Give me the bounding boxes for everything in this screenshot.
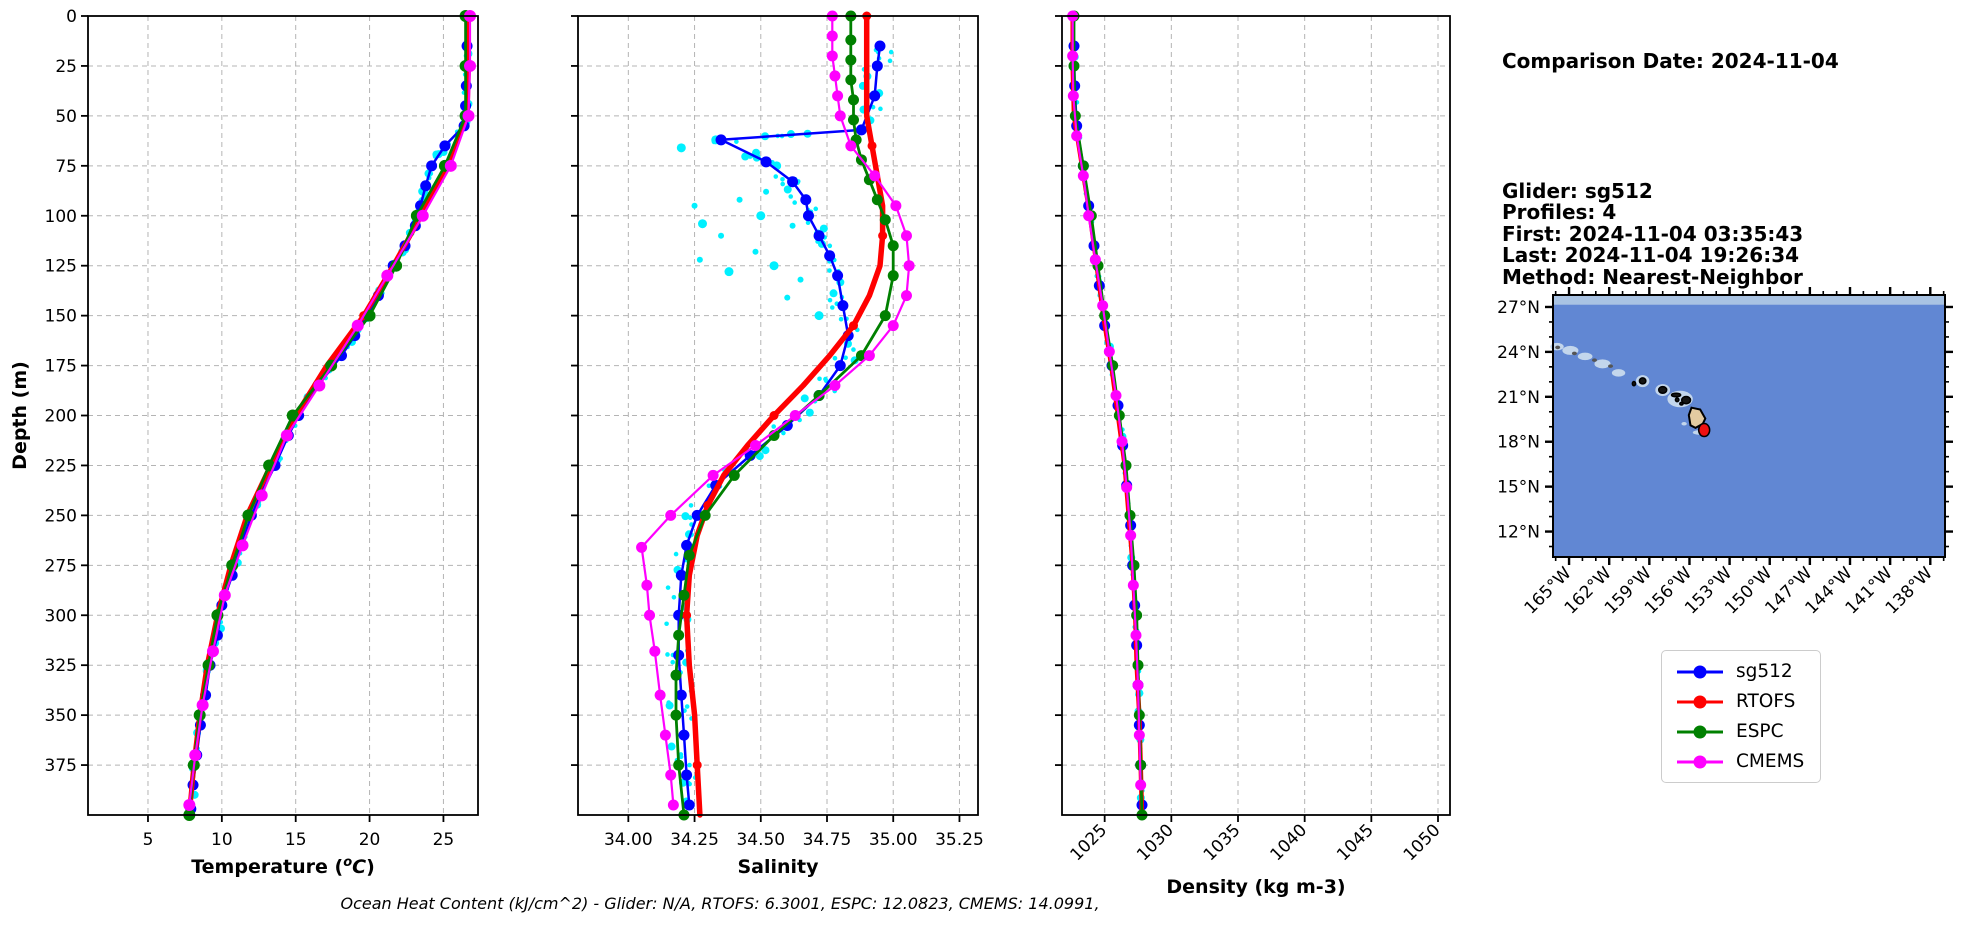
svg-text:18°N: 18°N (1497, 433, 1540, 453)
series-CMEMS (1067, 10, 1147, 791)
temperature-axis-title: Temperature (oC) (191, 855, 375, 878)
svg-text:200: 200 (45, 407, 77, 427)
svg-text:100: 100 (45, 207, 77, 227)
svg-text:27°N: 27°N (1497, 298, 1540, 318)
density-plot: 1025 1030 1035 1040 1045 1050 Density (kg m-3) (1055, 10, 1451, 898)
legend-line-marker-icon (1677, 665, 1723, 678)
depth-axis-title: Depth (m) (9, 361, 31, 470)
svg-text:0: 0 (66, 7, 77, 27)
svg-text:225: 225 (45, 456, 77, 476)
density-axis-title: Density (kg m-3) (1166, 876, 1345, 898)
legend-item-CMEMS: CMEMS (1674, 751, 1804, 772)
svg-text:75: 75 (55, 157, 77, 177)
info-line: Method: Nearest-Neighbor (1502, 264, 1803, 289)
svg-text:20: 20 (359, 830, 381, 850)
legend: sg512 RTOFS ESPC CMEMS (1661, 650, 1822, 783)
svg-text:375: 375 (45, 756, 77, 776)
location-map: 27°N24°N21°N18°N15°N12°N165°W162°W159°W1… (1497, 287, 1953, 618)
svg-text:34.75: 34.75 (803, 830, 852, 850)
legend-label: sg512 (1736, 661, 1793, 682)
svg-text:34.50: 34.50 (736, 830, 785, 850)
island (1674, 397, 1680, 403)
legend-line-marker-icon (1677, 755, 1723, 768)
svg-text:125: 125 (45, 257, 77, 277)
svg-text:1025: 1025 (1066, 820, 1111, 865)
salinity-axis-title: Salinity (737, 856, 819, 878)
svg-text:1035: 1035 (1200, 820, 1245, 865)
legend-line-marker-icon (1677, 725, 1723, 738)
series-CMEMS (636, 10, 915, 811)
legend-item-sg512: sg512 (1674, 661, 1804, 682)
island (1631, 380, 1637, 387)
series-RTOFS (184, 11, 474, 820)
temperature-plot: 5 10 15 20 250255075100125150175200225250275… (9, 7, 479, 878)
svg-text:300: 300 (45, 606, 77, 626)
svg-text:24°N: 24°N (1497, 343, 1540, 363)
svg-text:12°N: 12°N (1497, 523, 1540, 543)
info-line: Profiles: 4 (1502, 200, 1617, 224)
svg-text:1030: 1030 (1133, 820, 1178, 865)
info-gap (1502, 116, 1839, 138)
glider-location-marker (1697, 422, 1711, 438)
svg-text:35.25: 35.25 (935, 830, 984, 850)
series-CMEMS (183, 10, 477, 812)
svg-text:34.00: 34.00 (604, 830, 653, 850)
svg-text:1045: 1045 (1333, 820, 1378, 865)
svg-text:5: 5 (143, 830, 154, 850)
svg-text:21°N: 21°N (1497, 388, 1540, 408)
svg-text:25: 25 (433, 830, 455, 850)
legend-label: ESPC (1736, 721, 1784, 742)
info-line: Glider: sg512 (1502, 178, 1653, 203)
svg-text:1040: 1040 (1266, 820, 1311, 865)
series-ESPC (670, 10, 899, 821)
svg-text:15°N: 15°N (1497, 478, 1540, 498)
svg-text:325: 325 (45, 656, 77, 676)
svg-text:150: 150 (45, 307, 77, 327)
salinity-plot: 34.00 34.25 34.50 34.75 35.00 35.25 Salinity (571, 10, 984, 878)
info-lines: Glider: sg512 Profiles: 4 First: 2024-11-0… (1502, 178, 1839, 289)
legend-line-marker-icon (1677, 695, 1723, 708)
legend-item-RTOFS: RTOFS (1674, 691, 1804, 712)
legend-label: CMEMS (1736, 751, 1805, 772)
info-line: Last: 2024-11-04 19:26:34 (1502, 243, 1800, 267)
svg-text:25: 25 (55, 57, 77, 77)
svg-text:275: 275 (45, 556, 77, 576)
island (1679, 401, 1684, 406)
info-panel: Comparison Date: 2024-11-04 Glider: sg51… (1502, 8, 1839, 331)
map-north-band (1553, 295, 1945, 305)
svg-text:10: 10 (211, 830, 233, 850)
ocean-heat-content-note: Ocean Heat Content (kJ/cm^2) - Glider: N… (340, 894, 1100, 913)
info-line: First: 2024-11-04 03:35:43 (1502, 221, 1804, 246)
svg-text:250: 250 (45, 506, 77, 526)
island (1680, 395, 1692, 405)
svg-text:175: 175 (45, 357, 77, 377)
svg-text:350: 350 (45, 706, 77, 726)
legend-label: RTOFS (1736, 691, 1796, 712)
island (1638, 377, 1647, 385)
svg-text:35.00: 35.00 (869, 830, 918, 850)
series-sg512 (673, 40, 886, 811)
svg-text:34.25: 34.25 (670, 830, 719, 850)
svg-text:1050: 1050 (1400, 820, 1445, 865)
series-sg512 (185, 40, 473, 815)
svg-text:15: 15 (285, 830, 307, 850)
island (1670, 392, 1682, 398)
svg-text:50: 50 (55, 107, 77, 127)
legend-item-ESPC: ESPC (1674, 721, 1804, 742)
island (1657, 385, 1668, 394)
comparison-date-text: Comparison Date: 2024-11-04 (1502, 49, 1839, 73)
